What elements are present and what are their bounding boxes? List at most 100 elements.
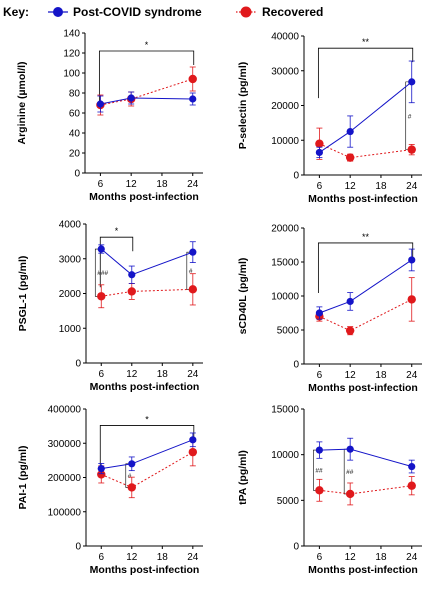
x-tick-label: 12 [345, 552, 357, 563]
y-tick-label: 40 [69, 129, 81, 140]
legend-marker-recovered [240, 6, 252, 18]
y-tick-label: 2000 [59, 289, 82, 300]
data-point-recovered [345, 153, 355, 162]
significance-label: ** [362, 232, 370, 242]
series-line-post-covid-syndrome [100, 248, 193, 276]
y-tick-label: 15000 [271, 405, 299, 416]
data-point-recovered [345, 326, 355, 335]
y-tick-label: 60 [69, 109, 81, 120]
y-axis-label: sCD40L (pg/ml) [237, 258, 249, 335]
significance-label: ## [315, 468, 323, 475]
y-tick-label: 15000 [271, 258, 299, 269]
x-tick-label: 12 [126, 369, 138, 380]
series-line-recovered [319, 298, 412, 332]
y-axis-label: Arginine (µmol/l) [16, 61, 28, 144]
data-point-post-covid-syndrome [408, 462, 416, 471]
y-tick-label: 200000 [48, 473, 82, 484]
series-line-post-covid-syndrome [319, 259, 413, 314]
significance-bracket [98, 50, 195, 101]
x-axis-label: Months post-infection [90, 564, 200, 576]
x-tick-label: 18 [156, 179, 168, 190]
significance-label: # [189, 268, 193, 275]
y-axis-label: PSGL-1 (pg/ml) [17, 256, 29, 332]
data-point-post-covid-syndrome [346, 127, 354, 136]
x-tick-label: 24 [187, 369, 199, 380]
significance-label: ## [346, 469, 354, 476]
y-tick-label: 20 [69, 149, 81, 160]
data-point-post-covid-syndrome [315, 309, 323, 317]
significance-label: * [115, 226, 119, 236]
legend-marker-post-covid [53, 7, 63, 17]
y-tick-label: 300000 [48, 439, 82, 450]
data-point-post-covid-syndrome [97, 245, 105, 253]
x-axis-label: Months post-infection [89, 191, 199, 203]
y-tick-label: 1000 [59, 324, 82, 335]
series-line-post-covid-syndrome [100, 97, 193, 105]
data-point-post-covid-syndrome [189, 95, 197, 103]
x-tick-label: 18 [157, 552, 169, 563]
y-axis-label: PAI-1 (pg/ml) [17, 446, 29, 510]
data-point-recovered [188, 74, 197, 84]
y-tick-label: 5000 [277, 496, 300, 507]
significance-label: # [128, 473, 132, 480]
x-tick-label: 6 [98, 369, 104, 380]
significance-label: * [145, 414, 149, 424]
significance-bracket [99, 425, 195, 476]
data-point-recovered [188, 285, 198, 294]
y-tick-label: 30000 [271, 66, 299, 77]
significance-label: ** [362, 37, 370, 47]
y-tick-label: 0 [293, 542, 299, 553]
x-tick-label: 12 [126, 552, 138, 563]
x-tick-label: 24 [406, 181, 418, 192]
data-point-recovered [407, 481, 416, 490]
data-point-recovered [407, 295, 416, 304]
data-point-post-covid-syndrome [315, 446, 323, 454]
x-axis-label: Months post-infection [308, 564, 418, 576]
data-point-post-covid-syndrome [97, 464, 105, 473]
x-tick-label: 18 [375, 181, 387, 192]
x-tick-label: 24 [187, 179, 199, 190]
x-tick-label: 6 [98, 179, 104, 190]
series-line-recovered [319, 485, 412, 495]
significance-bracket [99, 236, 134, 288]
significance-bar [313, 449, 317, 491]
data-point-post-covid-syndrome [127, 94, 135, 102]
y-tick-label: 40000 [271, 32, 299, 43]
y-tick-label: 0 [75, 542, 81, 553]
y-tick-label: 80 [69, 89, 81, 100]
y-axis-label: P-selectin (pg/ml) [237, 62, 249, 150]
x-tick-label: 12 [345, 181, 357, 192]
data-point-recovered [127, 483, 136, 492]
significance-label: * [145, 40, 149, 50]
x-tick-label: 18 [375, 552, 387, 563]
y-tick-label: 0 [293, 360, 299, 371]
significance-label: ### [97, 270, 108, 277]
legend-label-post-covid: Post-COVID syndrome [73, 5, 202, 19]
x-tick-label: 6 [317, 552, 323, 563]
data-point-post-covid-syndrome [408, 78, 416, 86]
data-point-post-covid-syndrome [315, 148, 323, 157]
data-point-post-covid-syndrome [189, 248, 197, 256]
data-point-recovered [188, 447, 198, 457]
significance-bar [405, 81, 409, 150]
data-point-recovered [97, 470, 106, 479]
x-axis-label: Months post-infection [308, 382, 418, 394]
series-line-recovered [101, 288, 193, 297]
y-tick-label: 0 [75, 359, 81, 370]
y-tick-label: 0 [293, 171, 299, 182]
significance-bracket [317, 47, 414, 99]
legend-label-recovered: Recovered [262, 5, 323, 19]
y-tick-label: 100000 [48, 507, 82, 518]
series-line-post-covid-syndrome [319, 81, 413, 153]
y-axis-label: tPA (pg/ml) [237, 450, 249, 505]
series-line-post-covid-syndrome [101, 439, 194, 470]
data-point-post-covid-syndrome [96, 100, 104, 108]
significance-bar [186, 251, 190, 290]
